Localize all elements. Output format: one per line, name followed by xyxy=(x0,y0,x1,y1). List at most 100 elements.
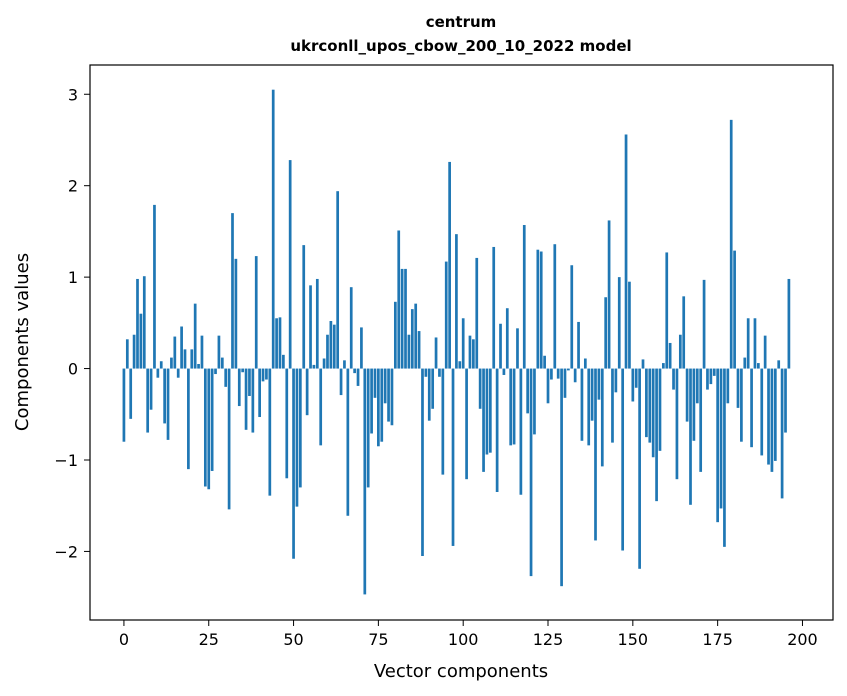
x-tick-label-50: 50 xyxy=(283,630,303,649)
bar-68 xyxy=(353,368,356,374)
x-tick-label-150: 150 xyxy=(618,630,649,649)
bar-27 xyxy=(214,368,217,375)
bar-49 xyxy=(288,160,292,369)
bar-195 xyxy=(784,368,787,433)
bar-20 xyxy=(190,349,194,369)
bar-153 xyxy=(641,359,645,369)
bar-102 xyxy=(468,335,472,369)
bar-188 xyxy=(760,368,764,456)
bar-34 xyxy=(237,368,241,407)
bar-122 xyxy=(536,249,540,369)
bar-117 xyxy=(519,368,523,495)
bar-147 xyxy=(621,368,625,551)
bar-123 xyxy=(539,251,543,369)
bar-185 xyxy=(750,368,753,448)
bar-3 xyxy=(132,334,136,369)
bars-group xyxy=(122,89,791,595)
bar-95 xyxy=(444,261,448,369)
bar-115 xyxy=(512,368,516,445)
bar-176 xyxy=(719,368,723,509)
bar-167 xyxy=(689,368,692,505)
bar-168 xyxy=(692,368,696,441)
bar-110 xyxy=(495,368,499,492)
bar-127 xyxy=(553,244,557,369)
bar-152 xyxy=(638,368,641,569)
bar-82 xyxy=(400,268,404,369)
bar-144 xyxy=(611,368,614,443)
bar-154 xyxy=(645,368,648,438)
bar-75 xyxy=(377,368,380,447)
bar-13 xyxy=(166,368,170,440)
bar-62 xyxy=(332,324,336,369)
bar-99 xyxy=(458,361,462,369)
bar-16 xyxy=(176,368,180,378)
bar-181 xyxy=(736,368,740,408)
bar-84 xyxy=(407,334,411,369)
bar-189 xyxy=(763,335,767,369)
bar-151 xyxy=(634,368,638,388)
bar-15 xyxy=(173,336,177,369)
bar-142 xyxy=(604,297,608,369)
bar-43 xyxy=(268,368,272,496)
bar-77 xyxy=(383,368,387,404)
bar-41 xyxy=(261,368,265,382)
bar-80 xyxy=(393,301,397,369)
y-axis: −2 −1 0 1 2 3 xyxy=(54,85,90,561)
bar-76 xyxy=(380,368,384,442)
bar-17 xyxy=(180,326,183,369)
bar-128 xyxy=(556,368,560,379)
bar-33 xyxy=(234,258,238,369)
plot-frame xyxy=(89,64,834,621)
bar-2 xyxy=(129,368,133,419)
bar-131 xyxy=(567,368,570,371)
bar-113 xyxy=(505,308,509,369)
bar-88 xyxy=(421,368,424,556)
bar-101 xyxy=(465,368,468,480)
bar-48 xyxy=(285,368,289,479)
bar-31 xyxy=(227,368,231,510)
bar-63 xyxy=(336,191,340,369)
bar-74 xyxy=(373,368,377,398)
bar-192 xyxy=(773,368,777,461)
y-tick-label--1: −1 xyxy=(54,451,78,470)
x-tick-label-175: 175 xyxy=(702,630,733,649)
bar-118 xyxy=(522,225,526,369)
bar-24 xyxy=(203,368,207,487)
bar-141 xyxy=(600,368,604,467)
bar-21 xyxy=(193,303,197,369)
bar-194 xyxy=(780,368,784,499)
bar-30 xyxy=(224,368,228,387)
bar-126 xyxy=(550,368,553,380)
chart-title: centrum xyxy=(426,13,497,31)
bar-191 xyxy=(770,368,774,472)
bar-139 xyxy=(594,368,597,541)
bar-18 xyxy=(183,349,187,369)
bar-158 xyxy=(658,368,662,451)
bar-104 xyxy=(475,257,479,369)
bar-79 xyxy=(390,368,394,426)
bar-165 xyxy=(682,296,686,369)
bar-180 xyxy=(733,250,736,369)
bar-196 xyxy=(787,278,791,369)
bar-114 xyxy=(509,368,513,446)
bar-39 xyxy=(254,256,258,369)
x-axis-label: Vector components xyxy=(374,661,548,682)
y-tick-label-1: 1 xyxy=(68,268,78,287)
bar-28 xyxy=(217,335,221,369)
bar-58 xyxy=(319,368,323,446)
bar-11 xyxy=(159,361,163,369)
bar-136 xyxy=(583,358,587,369)
bar-0 xyxy=(122,368,126,442)
bar-193 xyxy=(777,360,781,369)
bar-190 xyxy=(767,368,770,465)
bar-55 xyxy=(309,285,312,369)
bar-94 xyxy=(441,368,445,475)
x-tick-label-200: 200 xyxy=(787,630,818,649)
bar-14 xyxy=(170,357,173,369)
x-tick-label-125: 125 xyxy=(533,630,564,649)
bar-129 xyxy=(560,368,563,587)
bar-66 xyxy=(346,368,350,516)
bar-135 xyxy=(580,368,584,441)
bar-23 xyxy=(200,335,204,369)
bar-57 xyxy=(315,278,319,369)
